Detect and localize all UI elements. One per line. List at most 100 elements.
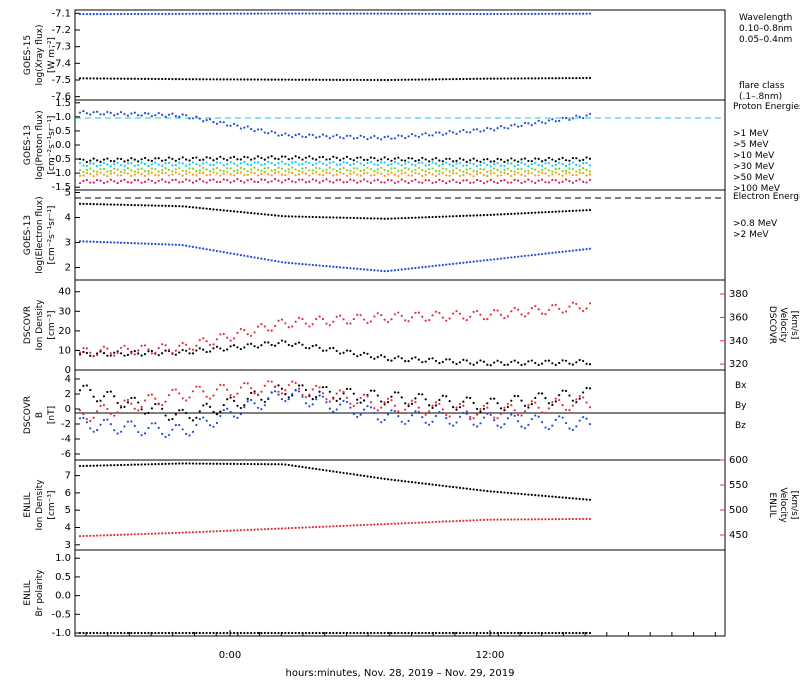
point-goes13p-0-131 <box>527 122 530 125</box>
point-goes15-0-90 <box>386 12 390 15</box>
point-dscovr_b-1-91 <box>390 409 393 412</box>
point-goes13e-1-93 <box>397 268 400 271</box>
point-enlil_density-0-13 <box>123 463 126 467</box>
point-enlil_density-0-82 <box>359 474 362 477</box>
point-goes13p-5-36 <box>202 180 205 183</box>
point-goes13p-1-16 <box>133 158 136 161</box>
y-tick-label-goes13e-1: 4 <box>65 213 71 224</box>
point-dscovr_b-2-148 <box>585 401 588 404</box>
point-goes15-0-125 <box>506 12 509 16</box>
point-dscovr_b-0-1 <box>82 384 85 387</box>
point-goes13e-0-22 <box>154 204 157 207</box>
point-enlil_polarity-0-44 <box>229 631 232 635</box>
point-goes13e-0-122 <box>496 213 499 216</box>
point-goes13p-0-21 <box>150 115 153 118</box>
point-dscovr_density-0-8 <box>106 354 109 357</box>
point-dscovr_b-0-138 <box>551 403 554 406</box>
point-goes13p-4-95 <box>404 171 407 174</box>
point-goes13p-4-115 <box>472 175 475 178</box>
point-dscovr_density-1-68 <box>311 323 314 326</box>
point-goes13p-5-68 <box>311 178 314 181</box>
point-dscovr_density-0-24 <box>161 352 164 355</box>
point-goes13e-0-91 <box>390 217 393 220</box>
point-dscovr_b-2-26 <box>167 393 171 397</box>
point-enlil_density-0-101 <box>424 482 427 485</box>
point-goes13e-1-82 <box>359 267 362 271</box>
point-goes13e-0-104 <box>434 215 438 219</box>
point-dscovr_density-1-47 <box>239 327 242 331</box>
point-goes15-0-13 <box>123 12 126 16</box>
point-dscovr_b-1-81 <box>356 415 359 418</box>
point-dscovr_b-0-131 <box>527 406 530 409</box>
point-dscovr_b-1-120 <box>489 413 492 416</box>
point-enlil_density-0-79 <box>349 472 352 475</box>
point-goes13e-0-25 <box>164 204 167 207</box>
point-goes13e-1-18 <box>140 242 143 245</box>
point-enlil_density-1-61 <box>287 527 290 530</box>
point-goes13p-5-130 <box>523 180 527 183</box>
point-goes13p-3-73 <box>328 166 331 169</box>
point-dscovr_density-1-60 <box>284 322 287 325</box>
point-goes13p-0-26 <box>167 113 171 116</box>
point-goes13p-1-120 <box>489 160 492 163</box>
point-goes13p-4-108 <box>448 174 451 177</box>
point-goes13e-1-33 <box>191 245 195 248</box>
point-dscovr_density-1-146 <box>578 307 581 310</box>
point-goes13p-0-65 <box>301 135 304 138</box>
point-goes15-0-142 <box>564 12 568 15</box>
goes15-legend-4: (.1–.8nm) <box>739 92 782 102</box>
point-goes13p-4-123 <box>499 174 503 177</box>
point-enlil_density-1-52 <box>256 528 260 531</box>
point-enlil_polarity-0-118 <box>482 631 485 635</box>
point-goes13p-2-5 <box>96 164 99 168</box>
point-dscovr_b-0-137 <box>547 402 551 405</box>
point-dscovr_density-1-95 <box>404 319 407 322</box>
point-enlil_polarity-0-79 <box>349 631 352 635</box>
point-goes13p-5-21 <box>150 179 153 183</box>
right-tick-label-dscovr_density-3: 320 <box>729 359 748 370</box>
point-goes13p-0-114 <box>469 131 472 134</box>
point-goes15-1-23 <box>157 77 160 81</box>
point-enlil_density-1-124 <box>503 518 506 521</box>
point-goes13p-2-110 <box>455 162 458 165</box>
point-goes13p-1-100 <box>421 156 424 160</box>
point-enlil_polarity-0-62 <box>291 631 294 635</box>
point-enlil_polarity-0-127 <box>513 631 516 635</box>
point-goes13p-4-30 <box>181 174 184 177</box>
point-dscovr_b-1-2 <box>85 421 88 424</box>
point-goes13p-4-125 <box>506 172 509 176</box>
dscovr-b-legend-2: By <box>735 401 747 411</box>
point-goes13p-4-53 <box>260 172 263 176</box>
point-goes13p-3-91 <box>390 167 393 170</box>
point-goes13p-5-2 <box>85 178 88 182</box>
x-axis-title: hours:minutes, Nov. 28, 2019 – Nov. 29, … <box>286 668 515 679</box>
point-dscovr_b-1-88 <box>380 421 383 424</box>
point-goes15-1-148 <box>585 76 588 80</box>
point-enlil_density-1-20 <box>147 532 150 535</box>
point-goes15-0-85 <box>369 12 373 15</box>
point-enlil_density-0-11 <box>116 464 119 467</box>
point-goes13p-4-3 <box>89 172 92 176</box>
point-goes13p-0-20 <box>147 112 150 115</box>
point-dscovr_density-0-104 <box>434 359 438 363</box>
point-dscovr_density-1-83 <box>362 318 366 321</box>
point-goes13p-2-105 <box>438 164 441 167</box>
point-goes13p-3-93 <box>397 169 400 172</box>
point-goes13e-0-12 <box>119 203 123 206</box>
point-dscovr_b-1-119 <box>486 412 489 415</box>
point-goes13e-1-56 <box>270 259 273 262</box>
point-enlil_polarity-0-109 <box>451 631 455 635</box>
point-enlil_polarity-0-29 <box>178 631 181 635</box>
point-enlil_density-1-112 <box>462 519 465 522</box>
point-goes13e-0-90 <box>386 217 390 220</box>
point-dscovr_density-0-107 <box>445 358 448 361</box>
point-goes13p-1-17 <box>137 160 140 163</box>
point-goes13e-0-30 <box>181 205 184 208</box>
point-goes15-0-101 <box>424 12 427 15</box>
point-enlil_density-0-145 <box>575 497 578 500</box>
point-dscovr_b-2-34 <box>195 385 198 388</box>
point-dscovr_density-0-21 <box>150 349 153 353</box>
point-goes13p-0-123 <box>499 124 503 128</box>
point-dscovr_density-0-79 <box>349 349 352 352</box>
